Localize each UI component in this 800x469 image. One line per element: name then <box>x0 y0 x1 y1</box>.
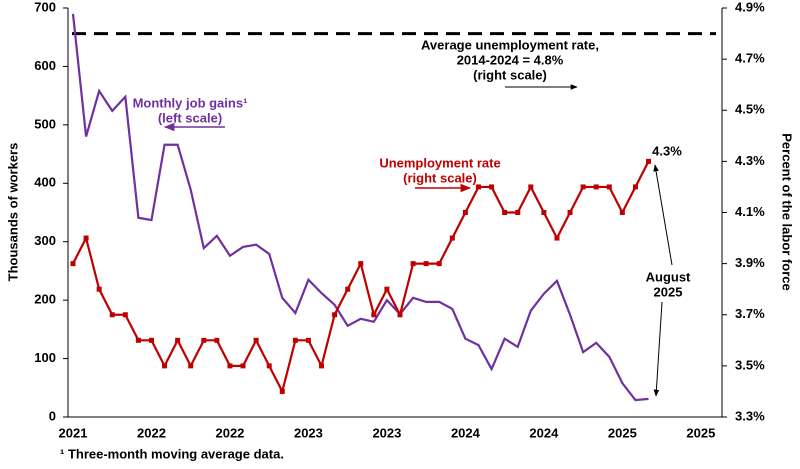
point <box>449 235 455 241</box>
point <box>410 261 416 267</box>
point <box>567 210 573 215</box>
point <box>593 184 599 190</box>
x-tick-label: 2025 <box>686 425 715 440</box>
y2-axis-label: Percent of the labor force <box>780 133 795 290</box>
annotation: (right scale) <box>403 170 477 185</box>
y2-tick-label: 4.7% <box>735 51 765 66</box>
y2-tick-label: 4.3% <box>735 153 765 168</box>
point <box>319 363 325 369</box>
annotation: 2025 <box>654 284 683 299</box>
x-tick-label: 2024 <box>529 425 559 440</box>
point <box>528 184 534 190</box>
annotation: Unemployment rate <box>379 155 500 170</box>
y2-tick-label: 4.9% <box>735 0 765 14</box>
y-tick-label: 500 <box>34 116 56 131</box>
point <box>332 312 338 318</box>
point <box>188 363 194 369</box>
footnote: ¹ Three-month moving average data. <box>60 446 284 461</box>
arrow <box>653 301 663 397</box>
point <box>462 210 468 215</box>
y-tick-label: 0 <box>49 408 56 423</box>
x-tick-label: 2022 <box>215 425 244 440</box>
point <box>122 312 128 318</box>
point <box>266 363 272 369</box>
annotation: August <box>646 269 691 284</box>
point <box>358 261 364 267</box>
y-axis-label: Thousands of workers <box>5 143 20 282</box>
annotation: (right scale) <box>473 67 547 82</box>
y-tick-label: 400 <box>34 175 56 190</box>
x-tick-label: 2022 <box>137 425 166 440</box>
point <box>292 337 298 343</box>
point <box>646 158 652 164</box>
y2-tick-label: 3.5% <box>735 357 765 372</box>
point <box>475 184 481 190</box>
point <box>70 261 76 267</box>
point <box>240 363 246 369</box>
point <box>162 363 168 369</box>
point <box>384 286 390 292</box>
point <box>148 337 154 343</box>
y-tick-label: 300 <box>34 233 56 248</box>
point <box>580 184 586 190</box>
point <box>515 210 521 215</box>
point <box>541 210 547 215</box>
point <box>227 363 233 369</box>
point <box>371 312 377 318</box>
series-line <box>71 13 649 402</box>
point <box>397 312 403 318</box>
arrow <box>653 164 673 266</box>
point <box>345 286 351 292</box>
point <box>305 337 311 343</box>
point <box>175 337 181 343</box>
point <box>489 184 495 190</box>
x-tick-label: 2023 <box>294 425 323 440</box>
annotation: Average unemployment rate, <box>421 37 599 52</box>
point <box>436 261 442 267</box>
point <box>632 184 638 190</box>
series-line <box>72 160 650 395</box>
x-tick-label: 2023 <box>372 425 401 440</box>
point <box>606 184 612 190</box>
point <box>253 337 259 343</box>
point <box>619 210 625 215</box>
y2-tick-label: 3.9% <box>735 255 765 270</box>
annotation: 2014-2024 = 4.8% <box>457 52 564 67</box>
annotation: 4.3% <box>652 143 682 158</box>
point <box>214 337 220 343</box>
point <box>502 210 508 215</box>
y-tick-label: 600 <box>34 58 56 73</box>
y2-tick-label: 3.7% <box>735 306 765 321</box>
point <box>83 235 89 241</box>
point <box>279 388 285 394</box>
point <box>109 312 115 318</box>
annotation: (left scale) <box>158 110 222 125</box>
point <box>554 235 560 241</box>
point <box>135 337 141 343</box>
point <box>201 337 207 343</box>
y2-tick-label: 4.1% <box>735 204 765 219</box>
x-tick-label: 2024 <box>451 425 481 440</box>
y-tick-label: 200 <box>34 292 56 307</box>
y-tick-label: 700 <box>34 0 56 14</box>
annotation: Monthly job gains¹ <box>133 95 248 110</box>
y2-tick-label: 3.3% <box>735 408 765 423</box>
point <box>96 286 102 292</box>
y-tick-label: 100 <box>34 350 56 365</box>
y2-tick-label: 4.5% <box>735 102 765 117</box>
x-tick-label: 2021 <box>59 425 88 440</box>
x-tick-label: 2025 <box>608 425 637 440</box>
point <box>423 261 429 267</box>
